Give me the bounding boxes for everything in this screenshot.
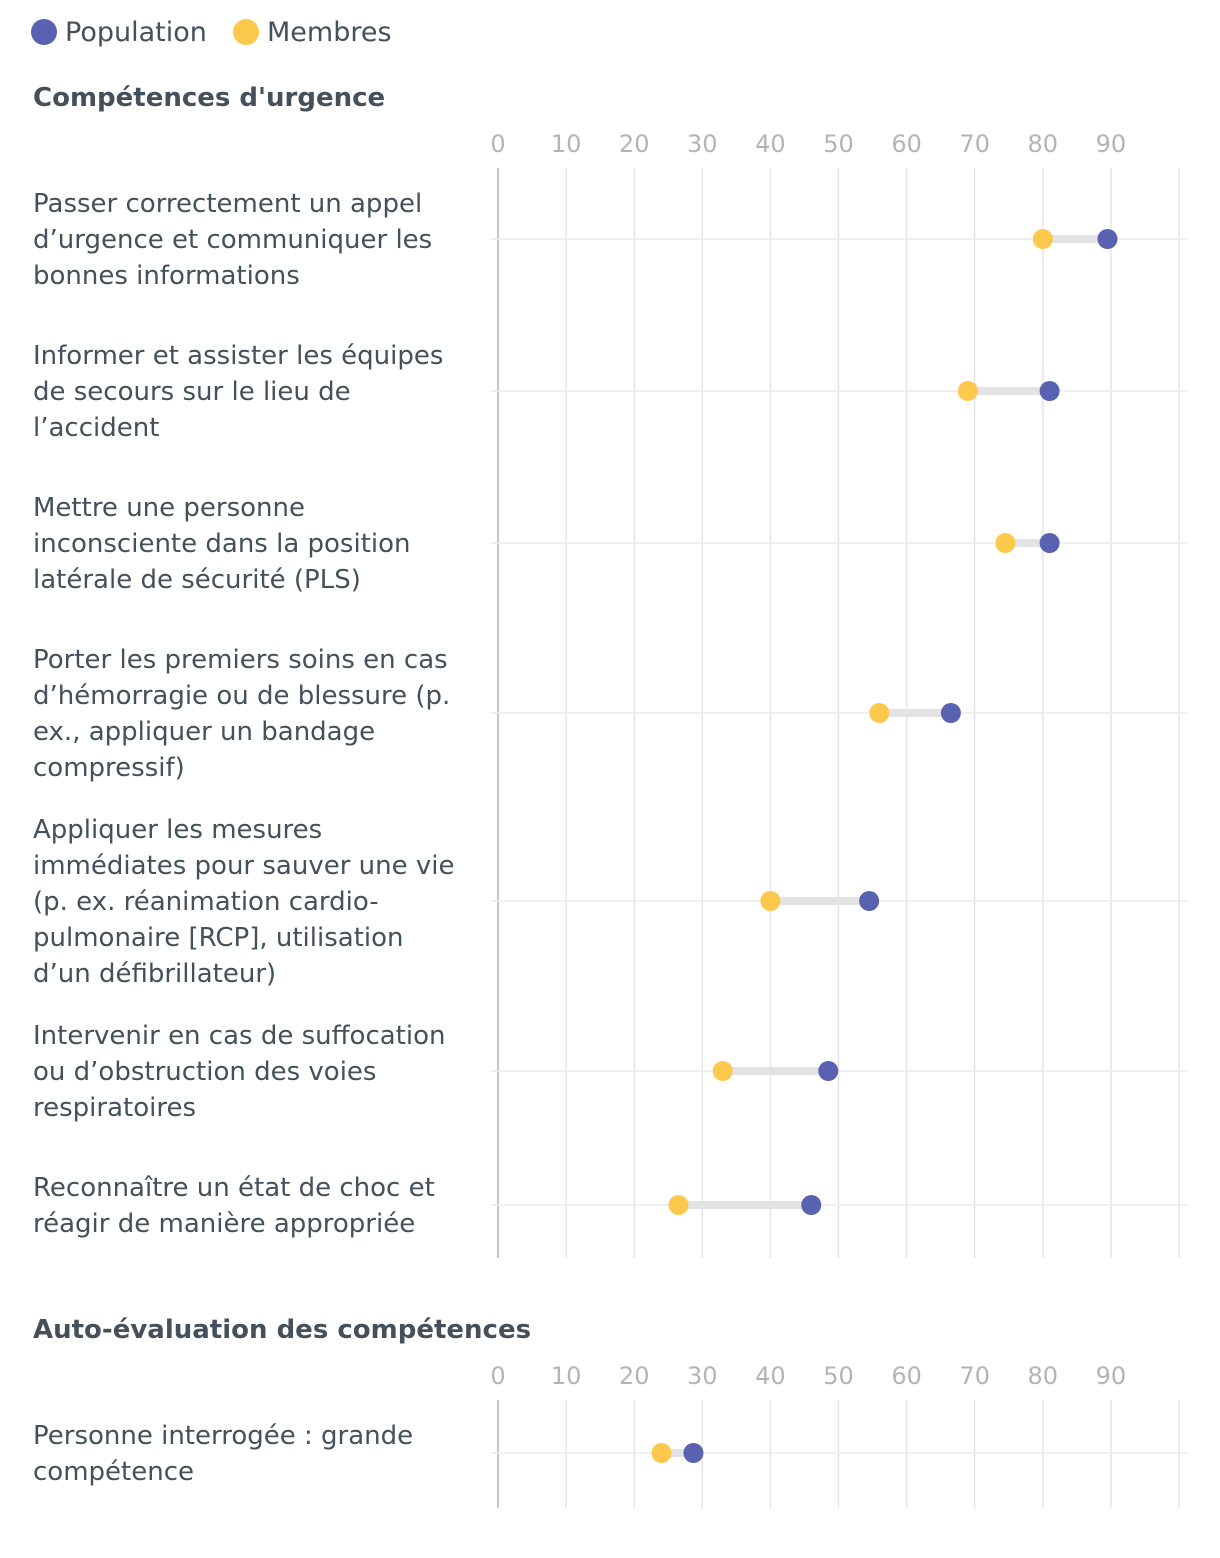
x-tick-label: 70 <box>959 130 990 158</box>
row-label-line: l’accident <box>33 413 159 443</box>
row-label-line: (p. ex. réanimation cardio- <box>33 887 379 917</box>
membres-point <box>668 1195 689 1215</box>
row-label-line: bonnes informations <box>33 261 300 291</box>
row-label-line: Personne interrogée : grande <box>33 1421 413 1451</box>
population-point <box>859 891 880 911</box>
data-row: Mettre une personne inconsciente dans la … <box>33 493 1188 595</box>
population-point <box>801 1195 822 1215</box>
legend-item-membres: Membres <box>233 17 392 48</box>
row-label-line: respiratoires <box>33 1093 196 1123</box>
population-point <box>683 1443 704 1463</box>
data-row: Informer et assister les équipes de secou… <box>33 341 1188 443</box>
membres-legend-dot-icon <box>233 19 259 45</box>
x-tick-label: 30 <box>687 1362 718 1390</box>
population-point <box>1039 381 1060 401</box>
row-label-line: Intervenir en cas de suffocation <box>33 1021 445 1051</box>
legend: Population Membres <box>31 17 392 48</box>
data-row: Reconnaître un état de choc et réagir de … <box>33 1173 1188 1239</box>
row-label-line: d’urgence et communiquer les <box>33 225 432 255</box>
membres-point <box>651 1443 672 1463</box>
x-tick-label: 50 <box>823 130 854 158</box>
row-label-line: Mettre une personne <box>33 493 305 523</box>
membres-point <box>869 703 890 723</box>
row-label: Personne interrogée : grande compétence <box>33 1421 413 1487</box>
population-legend-dot-icon <box>31 19 57 45</box>
row-label-line: Informer et assister les équipes <box>33 341 443 371</box>
x-tick-label: 40 <box>755 1362 786 1390</box>
x-tick-label: 60 <box>891 1362 922 1390</box>
population-point <box>1039 533 1060 553</box>
x-tick-label: 10 <box>551 1362 582 1390</box>
x-tick-label: 20 <box>619 130 650 158</box>
row-label-line: Reconnaître un état de choc et <box>33 1173 435 1203</box>
membres-point <box>760 891 781 911</box>
x-tick-label: 10 <box>551 130 582 158</box>
x-tick-label: 20 <box>619 1362 650 1390</box>
row-label-line: ex., appliquer un bandage <box>33 717 375 747</box>
x-tick-label: 80 <box>1028 130 1059 158</box>
x-tick-label: 90 <box>1096 1362 1127 1390</box>
legend-label: Membres <box>267 17 392 48</box>
chart-panel-2: Auto-évaluation des compétences 0 10 20 30 40… <box>33 1315 1188 1508</box>
data-row: Passer correctement un appel d’urgence et… <box>33 189 1188 291</box>
data-row: Intervenir en cas de suffocation ou d’obs… <box>33 1021 1188 1123</box>
row-label-line: de secours sur le lieu de <box>33 377 351 407</box>
x-tick-label: 80 <box>1028 1362 1059 1390</box>
row-label-line: ou d’obstruction des voies <box>33 1057 376 1087</box>
membres-point <box>712 1061 733 1081</box>
row-label-line: Porter les premiers soins en cas <box>33 645 448 675</box>
row-label: Informer et assister les équipes de secou… <box>33 341 443 443</box>
row-label-line: d’un défibrillateur) <box>33 959 276 989</box>
population-point <box>1097 229 1118 249</box>
row-label: Reconnaître un état de choc et réagir de … <box>33 1173 435 1239</box>
row-label: Mettre une personne inconsciente dans la … <box>33 493 411 595</box>
row-label: Passer correctement un appel d’urgence et… <box>33 189 432 291</box>
chart-panel-1: Compétences d'urgence 0 10 20 30 40 50 60 70 80 90… <box>33 83 1188 1258</box>
row-label: Porter les premiers soins en cas d’hémorr… <box>33 645 450 783</box>
row-label-line: compressif) <box>33 753 185 783</box>
row-label-line: réagir de manière appropriée <box>33 1209 415 1239</box>
data-row: Personne interrogée : grande compétence <box>33 1421 1188 1487</box>
row-label-line: pulmonaire [RCP], utilisation <box>33 923 404 953</box>
row-label-line: Appliquer les mesures <box>33 815 322 845</box>
row-label-line: latérale de sécurité (PLS) <box>33 565 361 595</box>
x-tick-label: 90 <box>1096 130 1127 158</box>
section-title: Auto-évaluation des compétences <box>33 1315 531 1345</box>
x-tick-label: 30 <box>687 130 718 158</box>
row-label-line: d’hémorragie ou de blessure (p. <box>33 681 450 711</box>
row-label-line: compétence <box>33 1457 194 1487</box>
legend-item-population: Population <box>31 17 207 48</box>
membres-point <box>1032 229 1053 249</box>
membres-point <box>957 381 978 401</box>
population-point <box>940 703 961 723</box>
x-tick-label: 60 <box>891 130 922 158</box>
row-label-line: Passer correctement un appel <box>33 189 422 219</box>
row-label: Appliquer les mesures immédiates pour sau… <box>33 815 455 989</box>
section-title: Compétences d'urgence <box>33 83 385 113</box>
row-label-line: inconsciente dans la position <box>33 529 411 559</box>
membres-point <box>995 533 1016 553</box>
data-row: Porter les premiers soins en cas d’hémorr… <box>33 645 1188 783</box>
legend-label: Population <box>65 17 207 48</box>
x-tick-label: 0 <box>490 1362 505 1390</box>
x-tick-label: 70 <box>959 1362 990 1390</box>
x-tick-label: 40 <box>755 130 786 158</box>
population-point <box>818 1061 839 1081</box>
row-label-line: immédiates pour sauver une vie <box>33 851 455 881</box>
x-tick-label: 50 <box>823 1362 854 1390</box>
data-row: Appliquer les mesures immédiates pour sau… <box>33 815 1188 989</box>
x-tick-label: 0 <box>490 130 505 158</box>
row-label: Intervenir en cas de suffocation ou d’obs… <box>33 1021 445 1123</box>
